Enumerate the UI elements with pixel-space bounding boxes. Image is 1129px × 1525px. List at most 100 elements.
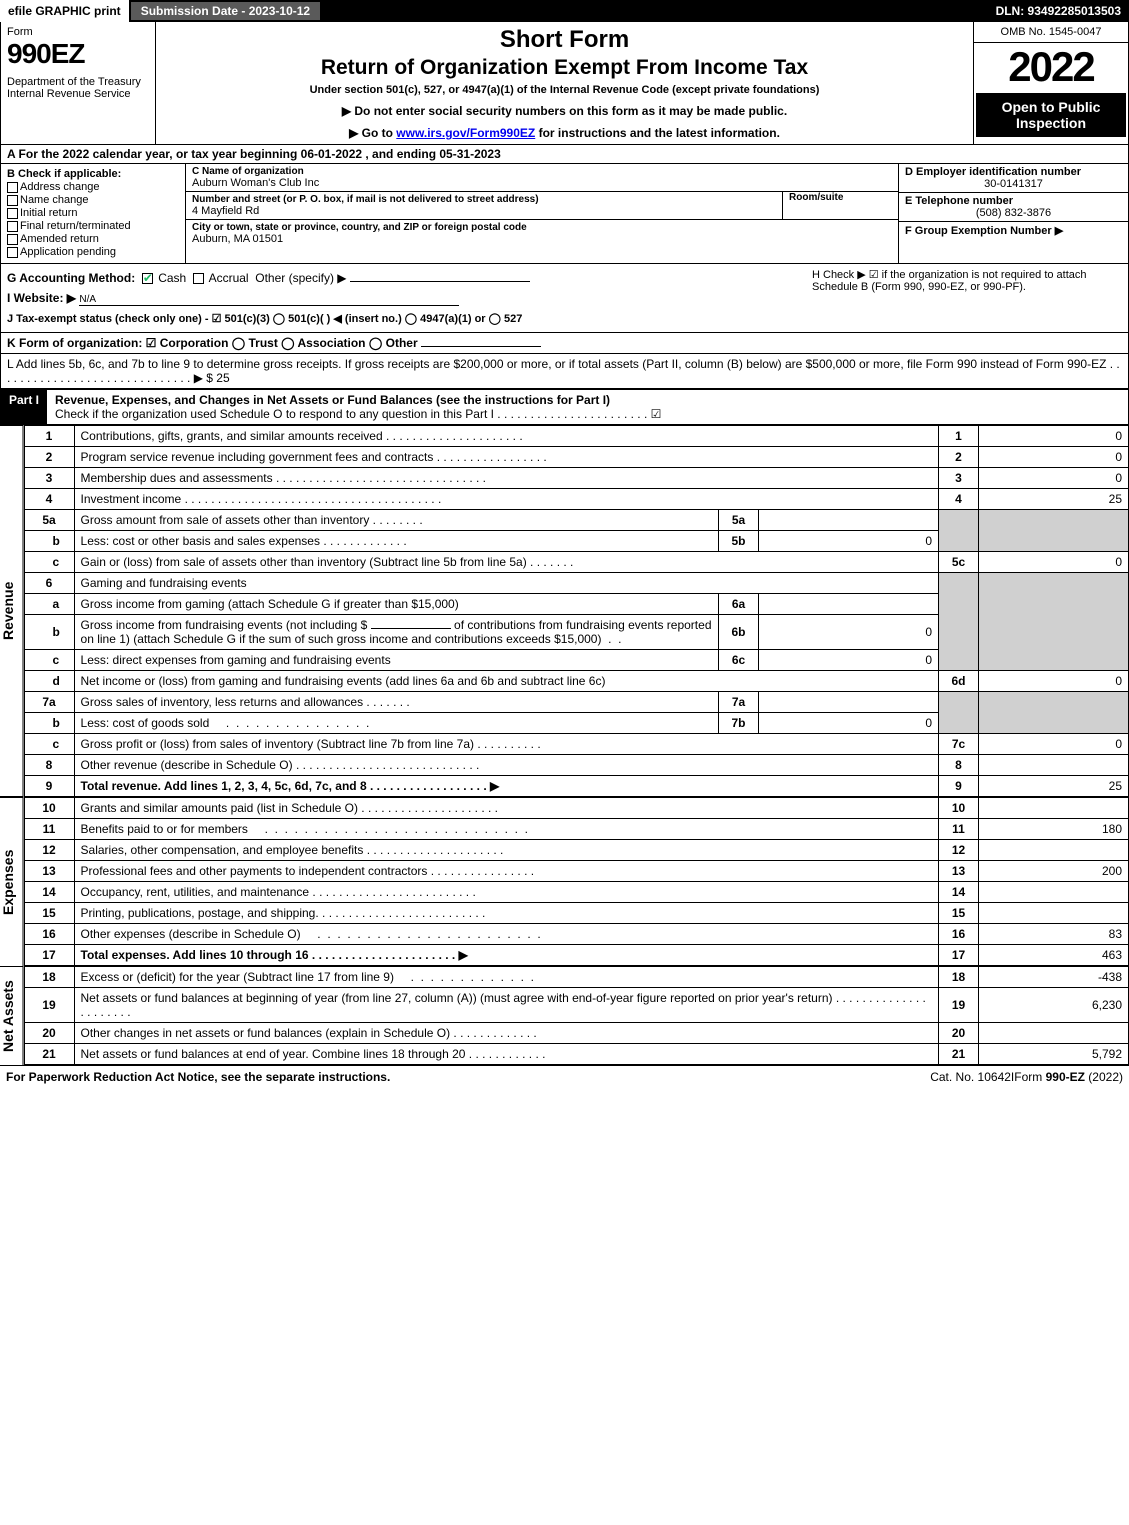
form-number: 990EZ [7, 38, 149, 70]
line-18-val: -438 [979, 967, 1129, 988]
cb-amended-return[interactable]: Amended return [7, 233, 179, 245]
line-15-no: 15 [24, 903, 74, 924]
line-21-desc: Net assets or fund balances at end of ye… [81, 1047, 466, 1061]
line-5c-val: 0 [979, 552, 1129, 573]
line-6c-no: c [24, 650, 74, 671]
line-13-rn: 13 [939, 861, 979, 882]
line-10-desc: Grants and similar amounts paid (list in… [81, 801, 358, 815]
d-ein: D Employer identification number 30-0141… [899, 164, 1128, 193]
line-8-desc: Other revenue (describe in Schedule O) [81, 758, 293, 772]
cb-final-return-label: Final return/terminated [20, 220, 131, 232]
line-5a-no: 5a [24, 510, 74, 531]
expenses-vlabel: Expenses [0, 797, 24, 966]
k-form-org: K Form of organization: ☑ Corporation ◯ … [0, 332, 1129, 354]
line-9-val: 25 [979, 776, 1129, 797]
line-6b-blank[interactable] [371, 628, 451, 629]
b-header: B Check if applicable: [7, 168, 179, 180]
efile-print-label[interactable]: efile GRAPHIC print [0, 0, 129, 22]
section-bcdef: B Check if applicable: Address change Na… [0, 164, 1129, 263]
line-7ab-val-shade [979, 692, 1129, 734]
cb-amended-return-label: Amended return [20, 233, 99, 245]
line-5b-mv: 0 [759, 531, 939, 552]
line-7a-ml: 7a [719, 692, 759, 713]
line-7b-no: b [24, 713, 74, 734]
line-6-no: 6 [24, 573, 74, 594]
footer-right: Form 990-EZ (2022) [1014, 1070, 1123, 1084]
line-5b-no: b [24, 531, 74, 552]
line-6-rn-shade [939, 573, 979, 671]
cb-initial-return-label: Initial return [20, 207, 77, 219]
line-14-val [979, 882, 1129, 903]
line-13-desc: Professional fees and other payments to … [81, 864, 428, 878]
cb-final-return[interactable]: Final return/terminated [7, 220, 179, 232]
line-6: 6Gaming and fundraising events [24, 573, 1128, 594]
cb-application-pending-label: Application pending [20, 246, 116, 258]
line-7ab-rn-shade [939, 692, 979, 734]
line-15: 15 Printing, publications, postage, and s… [24, 903, 1128, 924]
expenses-block: Expenses 10 Grants and similar amounts pa… [0, 797, 1129, 966]
line-17: 17Total expenses. Add lines 10 through 1… [24, 945, 1128, 966]
line-5ab-rn-shade [939, 510, 979, 552]
line-6-val-shade [979, 573, 1129, 671]
line-15-desc: Printing, publications, postage, and shi… [81, 906, 319, 920]
k-other-input[interactable] [421, 346, 541, 347]
line-17-desc: Total expenses. Add lines 10 through 16 … [81, 948, 468, 962]
line-5a-ml: 5a [719, 510, 759, 531]
line-5ab-val-shade [979, 510, 1129, 552]
line-8-rn: 8 [939, 755, 979, 776]
line-21-rn: 21 [939, 1044, 979, 1065]
irs-link[interactable]: www.irs.gov/Form990EZ [396, 126, 535, 140]
line-6a-no: a [24, 594, 74, 615]
cb-name-change-label: Name change [20, 194, 89, 206]
line-12-val [979, 840, 1129, 861]
line-21-no: 21 [24, 1044, 74, 1065]
line-9-desc: Total revenue. Add lines 1, 2, 3, 4, 5c,… [81, 779, 500, 793]
cb-name-change[interactable]: Name change [7, 194, 179, 206]
return-title: Return of Organization Exempt From Incom… [164, 56, 965, 80]
h-text: H Check ▶ ☑ if the organization is not r… [812, 268, 1122, 293]
expenses-table: 10 Grants and similar amounts paid (list … [24, 797, 1129, 966]
line-7a: 7aGross sales of inventory, less returns… [24, 692, 1128, 713]
cb-cash[interactable] [142, 273, 153, 284]
line-7b-mv: 0 [759, 713, 939, 734]
line-12-desc: Salaries, other compensation, and employ… [81, 843, 364, 857]
line-4-rn: 4 [939, 489, 979, 510]
line-10-no: 10 [24, 798, 74, 819]
line-2-desc: Program service revenue including govern… [81, 450, 434, 464]
cb-initial-return[interactable]: Initial return [7, 207, 179, 219]
line-8-val [979, 755, 1129, 776]
line-5a: 5aGross amount from sale of assets other… [24, 510, 1128, 531]
line-6b-no: b [24, 615, 74, 650]
line-20-rn: 20 [939, 1023, 979, 1044]
line-8: 8Other revenue (describe in Schedule O) … [24, 755, 1128, 776]
line-3: 3Membership dues and assessments . . . .… [24, 468, 1128, 489]
line-20-val [979, 1023, 1129, 1044]
g-other-input[interactable] [350, 281, 530, 282]
line-7a-mv [759, 692, 939, 713]
line-7c-rn: 7c [939, 734, 979, 755]
col-def: D Employer identification number 30-0141… [898, 164, 1128, 263]
col-c: C Name of organization Auburn Woman's Cl… [186, 164, 898, 263]
form-header: Form 990EZ Department of the Treasury In… [0, 22, 1129, 145]
line-2-val: 0 [979, 447, 1129, 468]
cb-address-change[interactable]: Address change [7, 181, 179, 193]
line-1-val: 0 [979, 426, 1129, 447]
submission-date: Submission Date - 2023-10-12 [129, 0, 322, 22]
cb-application-pending[interactable]: Application pending [7, 246, 179, 258]
line-16-desc: Other expenses (describe in Schedule O) [81, 927, 301, 941]
line-12: 12Salaries, other compensation, and empl… [24, 840, 1128, 861]
part-i-desc-text: Revenue, Expenses, and Changes in Net As… [55, 393, 610, 407]
cb-accrual[interactable] [193, 273, 204, 284]
bullet-goto: ▶ Go to www.irs.gov/Form990EZ for instru… [164, 126, 965, 140]
c-name-row: C Name of organization Auburn Woman's Cl… [186, 164, 898, 192]
line-17-val: 463 [979, 945, 1129, 966]
short-form-title: Short Form [164, 26, 965, 54]
i-val: N/A [79, 294, 459, 306]
line-4-val: 25 [979, 489, 1129, 510]
line-5b-desc: Less: cost or other basis and sales expe… [81, 534, 320, 548]
bullet-goto-post: for instructions and the latest informat… [535, 126, 780, 140]
l-gross-receipts: L Add lines 5b, 6c, and 7b to line 9 to … [0, 354, 1129, 389]
line-5c-no: c [24, 552, 74, 573]
line-7c-val: 0 [979, 734, 1129, 755]
line-3-rn: 3 [939, 468, 979, 489]
